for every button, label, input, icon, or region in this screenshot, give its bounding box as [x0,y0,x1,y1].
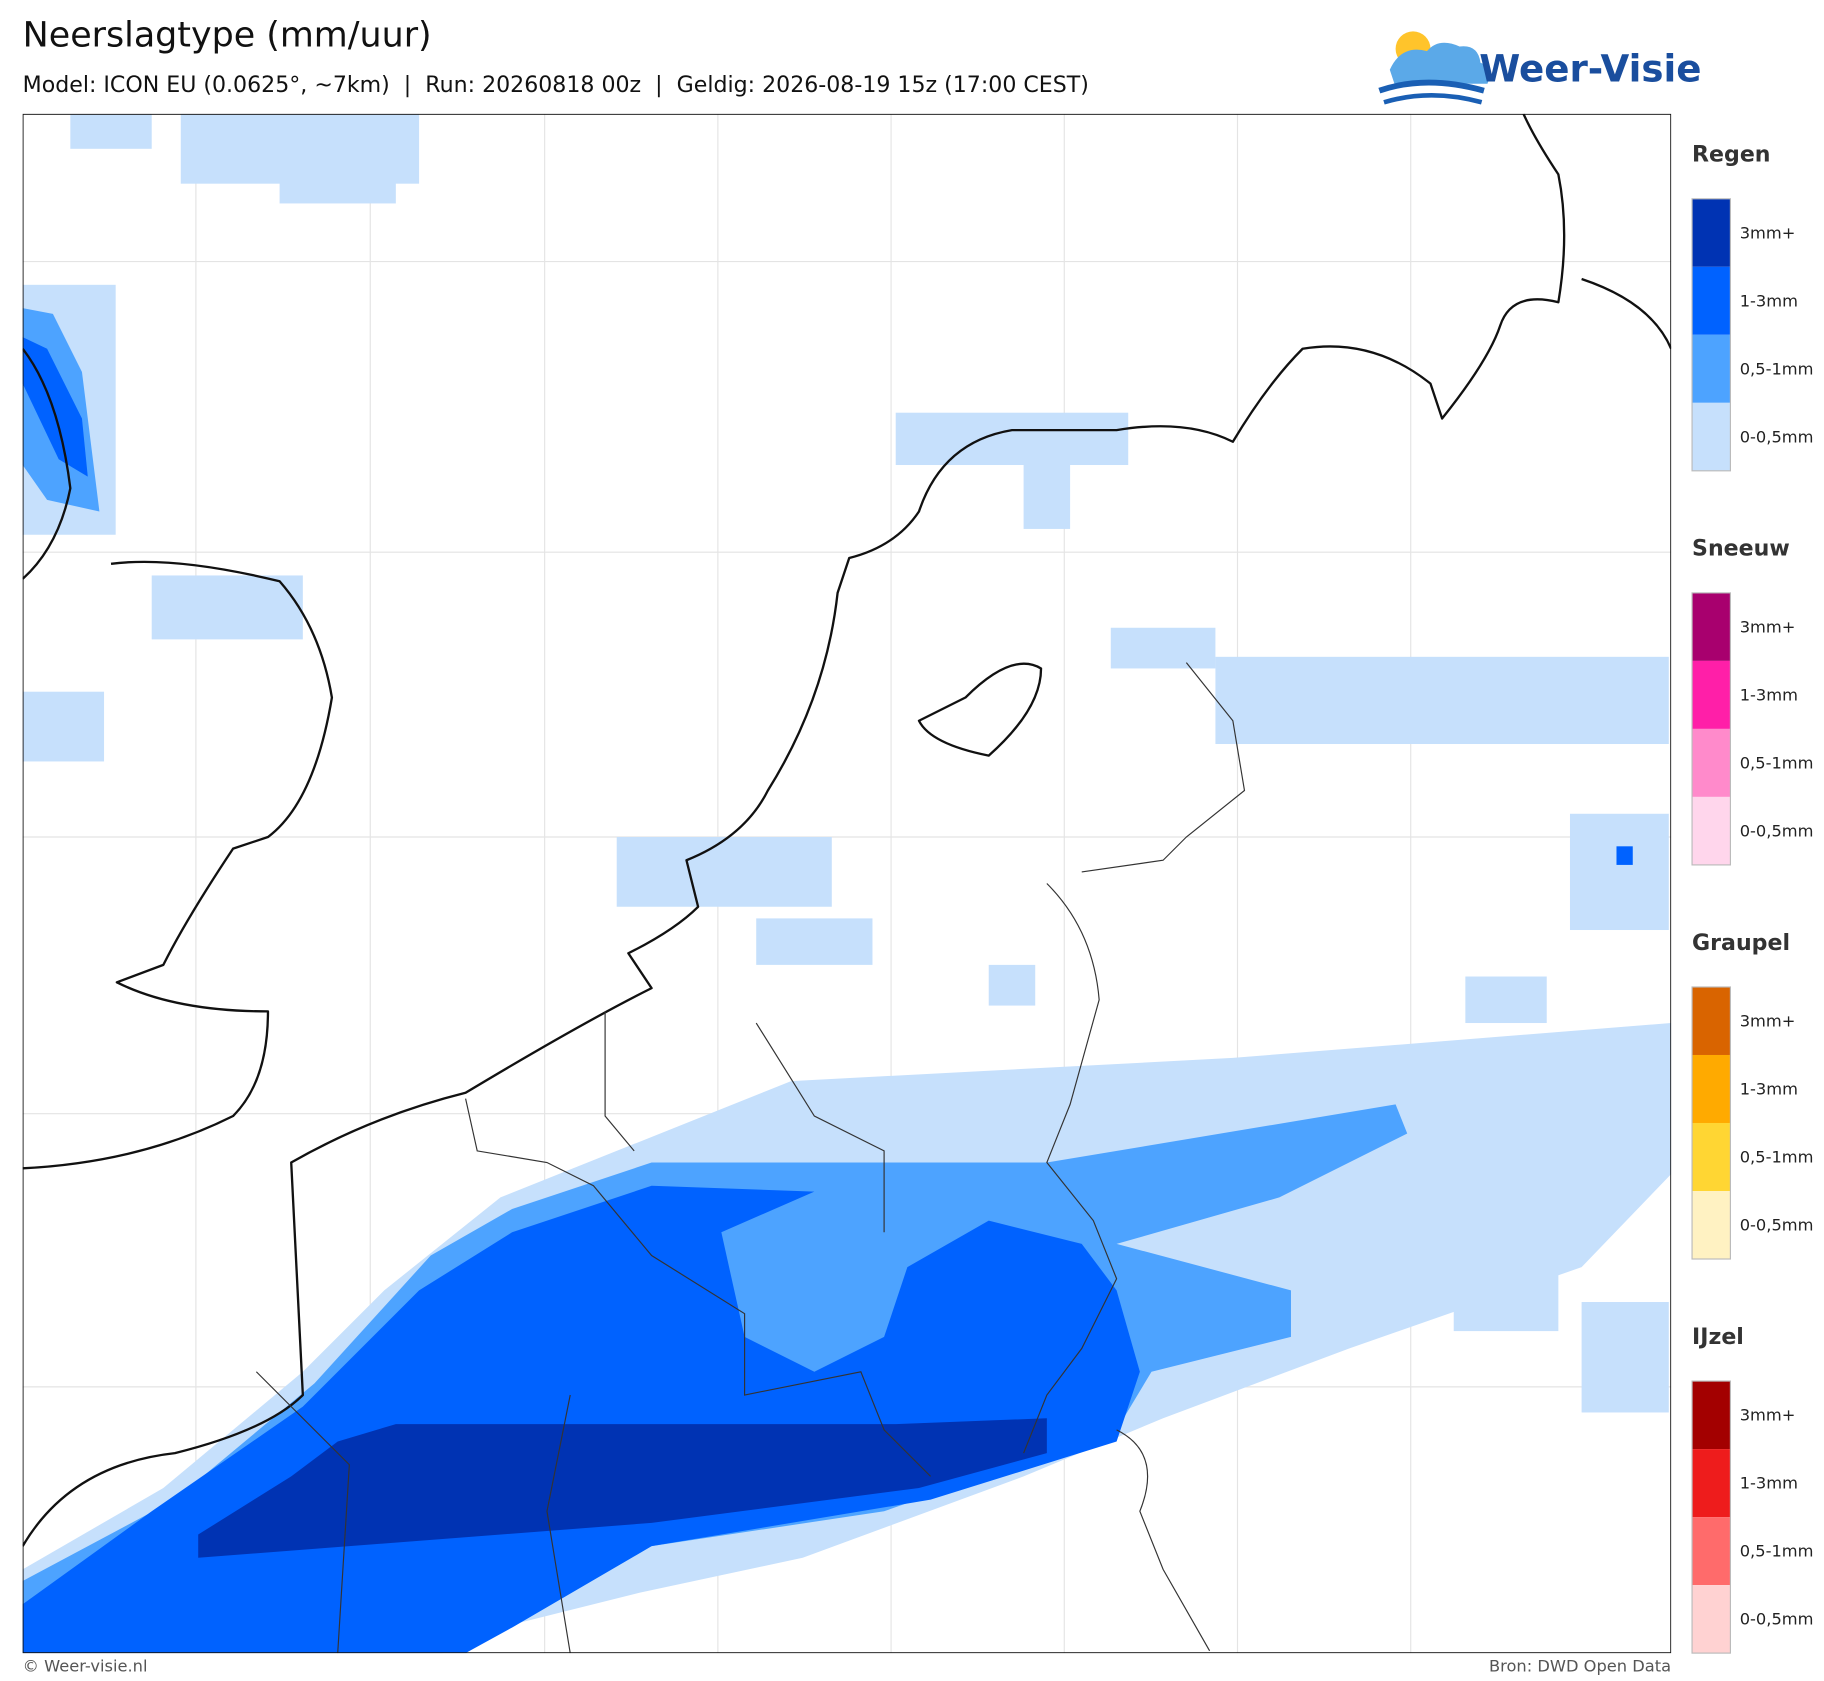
legend-frame [1691,198,1731,472]
legend-swatch [1692,1054,1731,1123]
legend-label: 0-0,5mm [1740,427,1814,446]
legend-label: 1-3mm [1740,1474,1798,1493]
legend-swatch [1692,1585,1731,1654]
legend-title: Sneeuw [1692,537,1790,562]
legend-swatch [1692,660,1731,729]
legend-frame [1691,986,1731,1260]
legend-label: 1-3mm [1740,291,1798,310]
legend-swatch [1692,198,1731,267]
legend-label: 3mm+ [1740,223,1796,242]
legend-label: 3mm+ [1740,1406,1796,1425]
legend-swatch [1692,1122,1731,1191]
legend-label: 3mm+ [1740,1012,1796,1031]
legend-label: 0-0,5mm [1740,1216,1814,1235]
legend-swatch [1692,402,1731,471]
legend-frame [1691,1380,1731,1654]
legend-label: 3mm+ [1740,617,1796,636]
legend-swatch [1692,986,1731,1055]
legend-label: 0,5-1mm [1740,1148,1814,1167]
legend-swatch [1692,334,1731,403]
legend-swatch [1692,1190,1731,1260]
legend-swatch [1692,1517,1731,1586]
legend-swatch [1692,1449,1731,1518]
legend-label: 0,5-1mm [1740,753,1814,772]
legend: Regen 3mm+ 1-3mm 0,5-1mm 0-0,5mm Sneeuw 3mm+ 1-… [1691,143,1814,1654]
legend-title: Regen [1692,143,1770,168]
subtitle: Model: ICON EU (0.0625°, ~7km) | Run: 20… [23,73,1089,98]
legend-title: IJzel [1692,1325,1744,1350]
legend-label: 0,5-1mm [1740,1542,1814,1561]
legend-swatch [1692,1381,1731,1450]
legend-label: 0-0,5mm [1740,1610,1814,1629]
legend-frame [1691,592,1731,866]
legend-title: Graupel [1692,931,1790,956]
map [22,113,1672,1654]
legend-label: 1-3mm [1740,1080,1798,1099]
footer-left: © Weer-visie.nl [23,1657,148,1676]
logo-text: Weer-Visie [1479,46,1701,90]
legend-swatch [1692,266,1731,335]
legend-swatch [1692,592,1731,661]
title: Neerslagtype (mm/uur) [23,16,432,56]
legend-label: 0,5-1mm [1740,359,1814,378]
legend-swatch [1692,796,1731,865]
legend-label: 1-3mm [1740,685,1798,704]
logo: Weer-Visie [1378,31,1701,105]
footer-right: Bron: DWD Open Data [1489,1657,1671,1676]
legend-label: 0-0,5mm [1740,821,1814,840]
legend-swatch [1692,728,1731,797]
